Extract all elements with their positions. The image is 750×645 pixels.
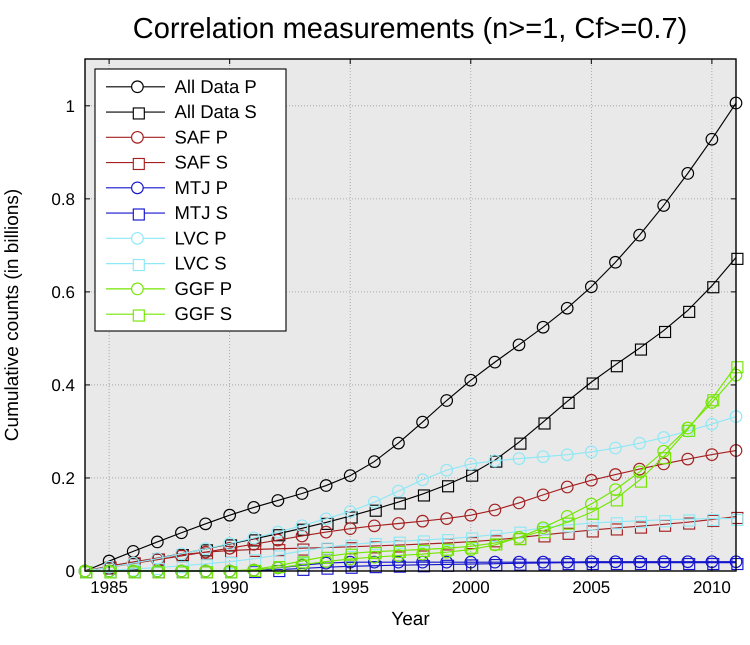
svg-text:2005: 2005 — [572, 578, 610, 597]
svg-text:1995: 1995 — [331, 578, 369, 597]
svg-text:0.2: 0.2 — [51, 469, 75, 488]
svg-text:Correlation measurements (n>=1: Correlation measurements (n>=1, Cf>=0.7) — [133, 13, 688, 45]
svg-text:SAF P: SAF P — [175, 126, 228, 147]
svg-text:GGF P: GGF P — [175, 278, 233, 299]
svg-text:1985: 1985 — [90, 578, 128, 597]
svg-text:0.6: 0.6 — [51, 283, 75, 302]
svg-text:1: 1 — [66, 97, 75, 116]
svg-text:2000: 2000 — [452, 578, 490, 597]
svg-text:GGF S: GGF S — [175, 303, 233, 324]
svg-text:2010: 2010 — [693, 578, 731, 597]
svg-text:0.4: 0.4 — [51, 376, 75, 395]
svg-text:MTJ P: MTJ P — [175, 177, 228, 198]
svg-text:All Data P: All Data P — [175, 76, 257, 97]
svg-text:0: 0 — [66, 562, 75, 581]
svg-text:1990: 1990 — [211, 578, 249, 597]
svg-text:MTJ S: MTJ S — [175, 202, 228, 223]
svg-text:LVC P: LVC P — [175, 227, 227, 248]
svg-text:All Data S: All Data S — [175, 101, 257, 122]
svg-text:0.8: 0.8 — [51, 190, 75, 209]
svg-text:SAF S: SAF S — [175, 152, 228, 173]
svg-text:Year: Year — [391, 609, 430, 630]
svg-text:Cumulative counts (in billions: Cumulative counts (in billions) — [2, 189, 23, 441]
svg-text:LVC S: LVC S — [175, 253, 227, 274]
